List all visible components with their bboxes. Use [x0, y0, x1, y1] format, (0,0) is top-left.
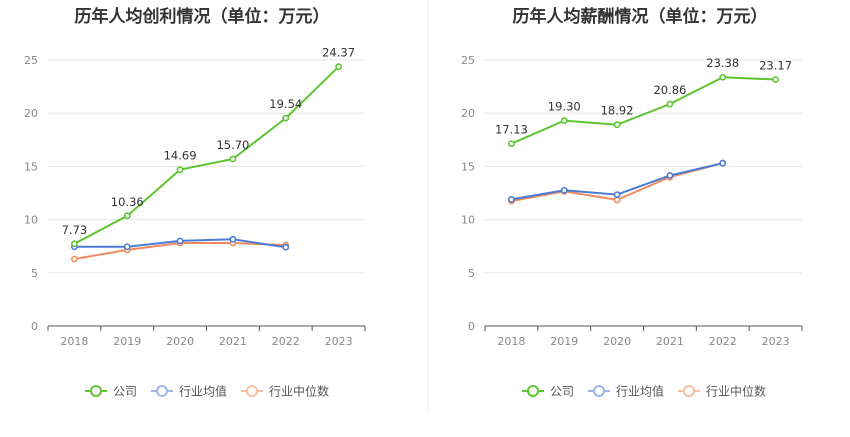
x-tick-label: 2022 — [272, 335, 300, 348]
data-point[interactable] — [508, 140, 515, 148]
data-point[interactable] — [560, 186, 568, 194]
series-line-公司 — [510, 76, 776, 145]
x-tick-label: 2019 — [113, 335, 141, 348]
data-point[interactable] — [613, 121, 621, 129]
data-point[interactable] — [772, 76, 779, 83]
legend-item-公司[interactable]: 公司 — [522, 385, 574, 399]
y-tick-label: 10 — [24, 214, 38, 227]
data-label: 19.30 — [548, 100, 581, 114]
legend-label: 行业均值 — [616, 384, 664, 399]
data-point[interactable] — [282, 243, 290, 251]
legend-item-公司[interactable]: 公司 — [85, 385, 137, 399]
data-point[interactable] — [666, 172, 674, 179]
data-point[interactable] — [719, 73, 727, 81]
legend-marker — [593, 385, 605, 397]
data-point[interactable] — [123, 212, 131, 220]
data-point[interactable] — [71, 240, 78, 248]
data-label: 20.86 — [653, 83, 686, 97]
y-tick-label: 25 — [24, 54, 38, 67]
data-label: 23.38 — [706, 56, 739, 70]
y-tick-label: 15 — [24, 160, 38, 173]
y-tick-label: 0 — [31, 320, 38, 333]
data-point[interactable] — [560, 117, 568, 125]
legend-item-行业中位数[interactable]: 行业中位数 — [678, 384, 766, 399]
y-tick-label: 15 — [461, 160, 475, 173]
legend-label: 公司 — [550, 385, 574, 399]
data-point[interactable] — [508, 195, 515, 203]
data-point[interactable] — [666, 100, 674, 108]
legend-marker — [683, 385, 695, 397]
legend-marker — [246, 385, 258, 397]
chart-2: 历年人均薪酬情况（单位：万元） 0 5 10 15 20 25 2018 2019 2020 202… — [461, 6, 803, 399]
y-tick-label: 20 — [461, 107, 475, 120]
data-point[interactable] — [123, 243, 131, 251]
legend-label: 行业中位数 — [706, 384, 766, 399]
x-tick-label: 2022 — [709, 335, 737, 348]
y-tick-label: 0 — [468, 320, 475, 333]
x-tick-label: 2018 — [497, 335, 525, 348]
legend-label: 公司 — [113, 385, 137, 399]
data-point[interactable] — [176, 237, 184, 245]
data-point[interactable] — [613, 196, 621, 204]
legend-marker — [90, 385, 102, 397]
chart-title: 历年人均创利情况（单位：万元） — [75, 6, 330, 27]
data-label: 15.70 — [216, 138, 249, 152]
x-tick-label: 2019 — [550, 335, 578, 348]
data-label: 18.92 — [601, 104, 634, 118]
data-point[interactable] — [176, 166, 184, 174]
data-label: 14.69 — [164, 149, 197, 163]
data-label: 10.36 — [111, 195, 144, 209]
x-tick-label: 2023 — [325, 335, 353, 348]
x-tick-label: 2021 — [219, 335, 247, 348]
x-tick-label: 2021 — [656, 335, 684, 348]
data-label: 23.17 — [759, 58, 792, 72]
y-tick-label: 10 — [461, 214, 475, 227]
x-tick-label: 2018 — [60, 335, 88, 348]
legend-label: 行业中位数 — [269, 384, 329, 399]
legend-item-行业均值[interactable]: 行业均值 — [588, 384, 664, 399]
legend-marker — [156, 385, 168, 397]
data-point[interactable] — [229, 235, 237, 243]
data-point[interactable] — [335, 63, 342, 71]
y-tick-label: 5 — [468, 267, 475, 280]
x-tick-label: 2020 — [166, 335, 194, 348]
y-tick-label: 5 — [31, 267, 38, 280]
data-label: 7.73 — [62, 223, 88, 237]
x-tick-label: 2023 — [762, 335, 790, 348]
x-tick-label: 2020 — [603, 335, 631, 348]
legend-marker — [527, 385, 539, 397]
data-label: 24.37 — [322, 46, 355, 60]
y-tick-label: 25 — [461, 54, 475, 67]
data-label: 19.54 — [269, 97, 302, 111]
series-line-公司 — [73, 65, 340, 245]
y-tick-label: 20 — [24, 107, 38, 120]
chart-1: 历年人均创利情况（单位：万元） 0 5 10 15 20 25 2018 2019 2020 202… — [24, 6, 366, 399]
legend-item-行业中位数[interactable]: 行业中位数 — [241, 384, 329, 399]
legend-label: 行业均值 — [179, 384, 227, 399]
data-point[interactable] — [229, 155, 237, 163]
legend-item-行业均值[interactable]: 行业均值 — [151, 384, 227, 399]
data-point[interactable] — [613, 191, 621, 198]
data-point[interactable] — [719, 159, 727, 167]
data-label: 17.13 — [495, 123, 528, 137]
data-point[interactable] — [282, 114, 290, 122]
data-point[interactable] — [71, 255, 78, 263]
chart-title: 历年人均薪酬情况（单位：万元） — [513, 6, 768, 27]
